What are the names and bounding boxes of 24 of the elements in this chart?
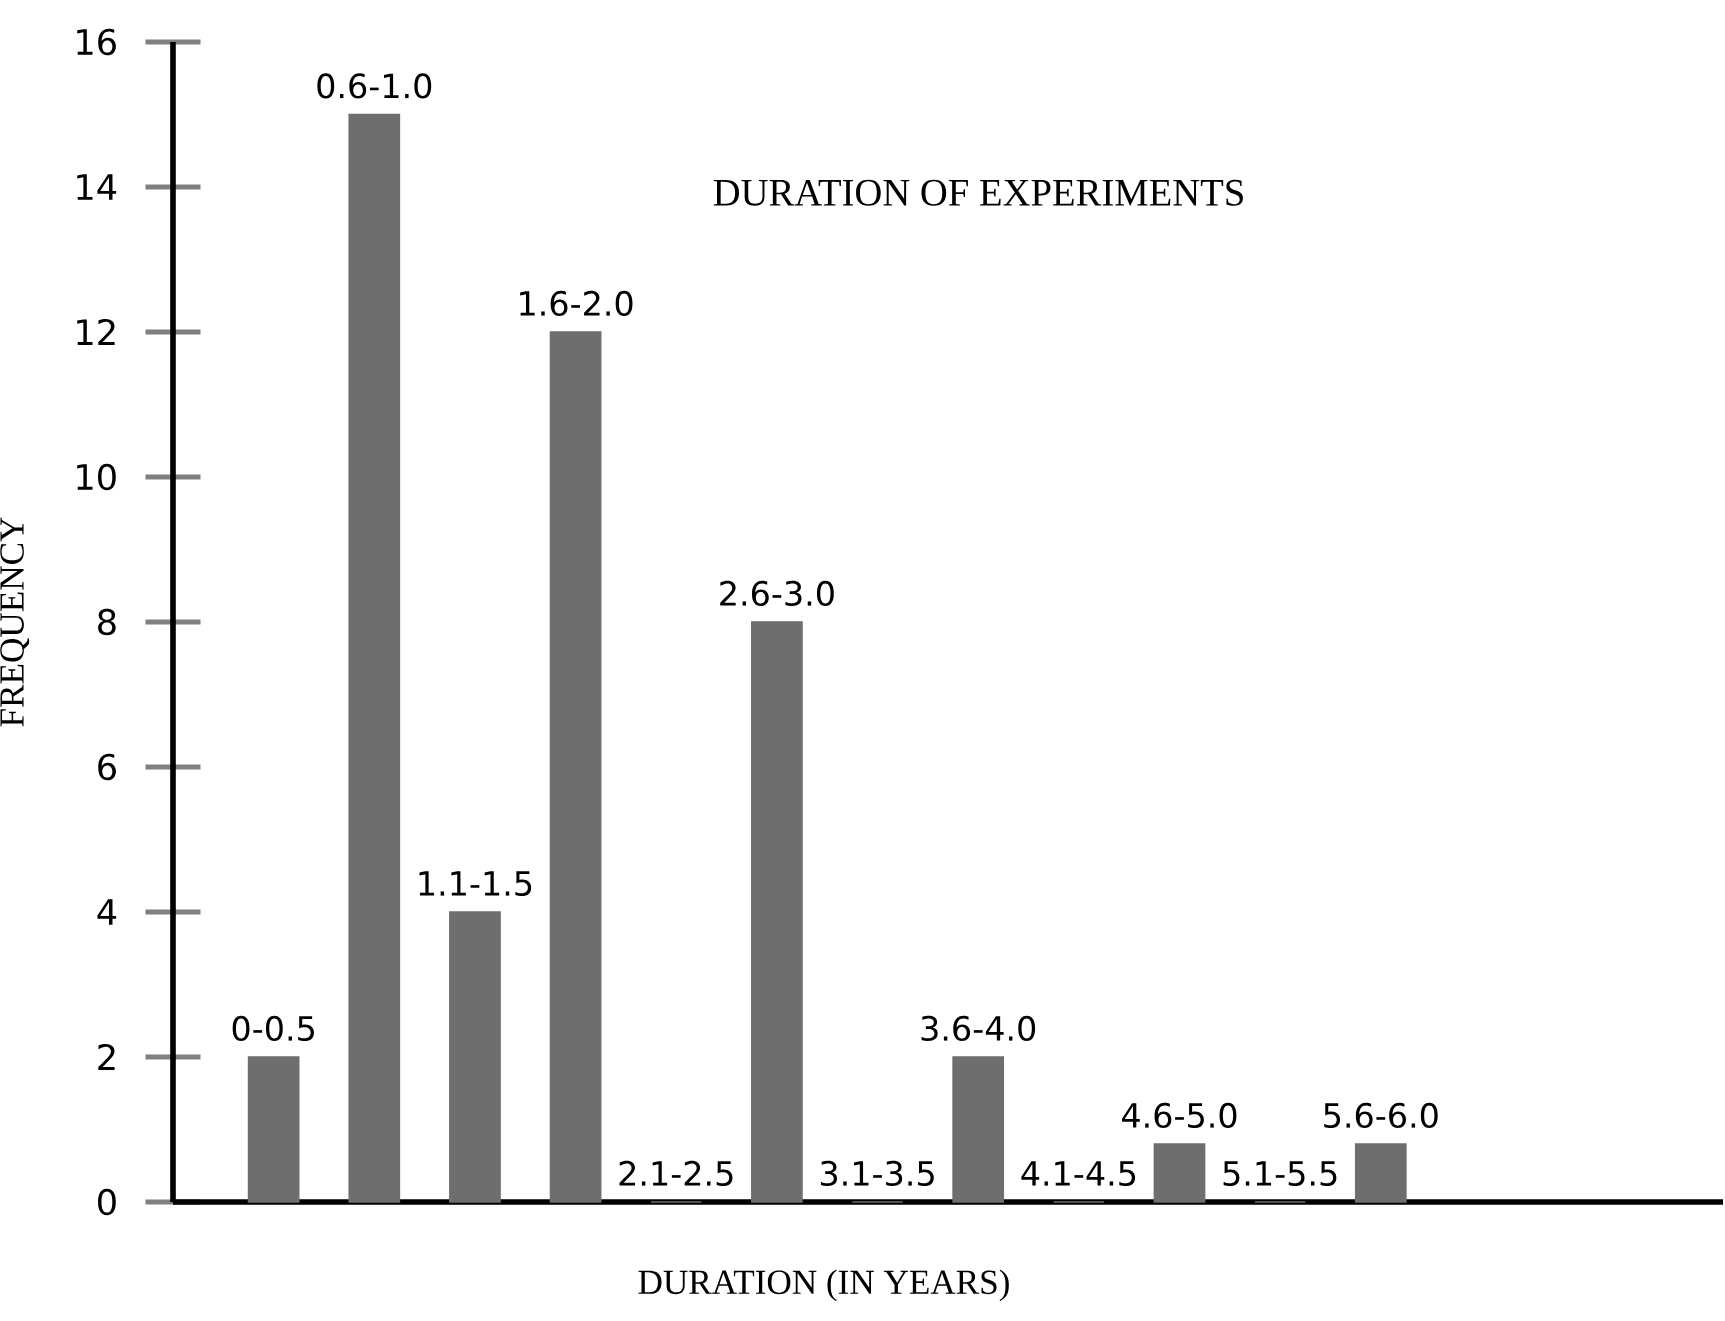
x-tick-label: 0-0.5 [232,1015,314,1042]
y-tick-label: 6 [98,753,116,781]
y-tick-label: 4 [97,899,117,925]
x-tick-label: 5.6-6.0 [1324,1102,1438,1129]
y-tick-label: 12 [77,318,115,346]
y-tick-label: 0 [98,1188,116,1216]
x-tick-label: 3.1-3.5 [820,1160,934,1187]
text: DURATION OF EXPERIMENTS [713,179,1243,206]
x-tick-label: 1.1-1.5 [419,871,532,897]
x-tick-label: 3.6-4.0 [921,1015,1036,1042]
x-tick-label: 2.1-2.5 [619,1160,733,1187]
x-axis-title: DURATION (IN YEARS) [638,1269,1009,1302]
x-tick-label: 4.1-4.5 [1021,1161,1136,1187]
y-tick-label: 16 [77,28,116,56]
y-axis-title: FREQUENCY [0,517,30,727]
y-tick-label: 14 [77,174,117,200]
x-tick-label: 2.6-3.0 [720,580,834,607]
x-tick-label: 5.1-5.5 [1223,1161,1337,1187]
x-tick-label: 0.6-1.0 [317,73,432,99]
x-tick-label: 1.6-2.0 [520,290,633,317]
y-tick-label: 8 [98,608,116,636]
y-tick-label: 2 [98,1043,115,1071]
x-tick-label: 4.6-5.0 [1122,1102,1237,1129]
y-tick-label: 10 [77,463,116,491]
